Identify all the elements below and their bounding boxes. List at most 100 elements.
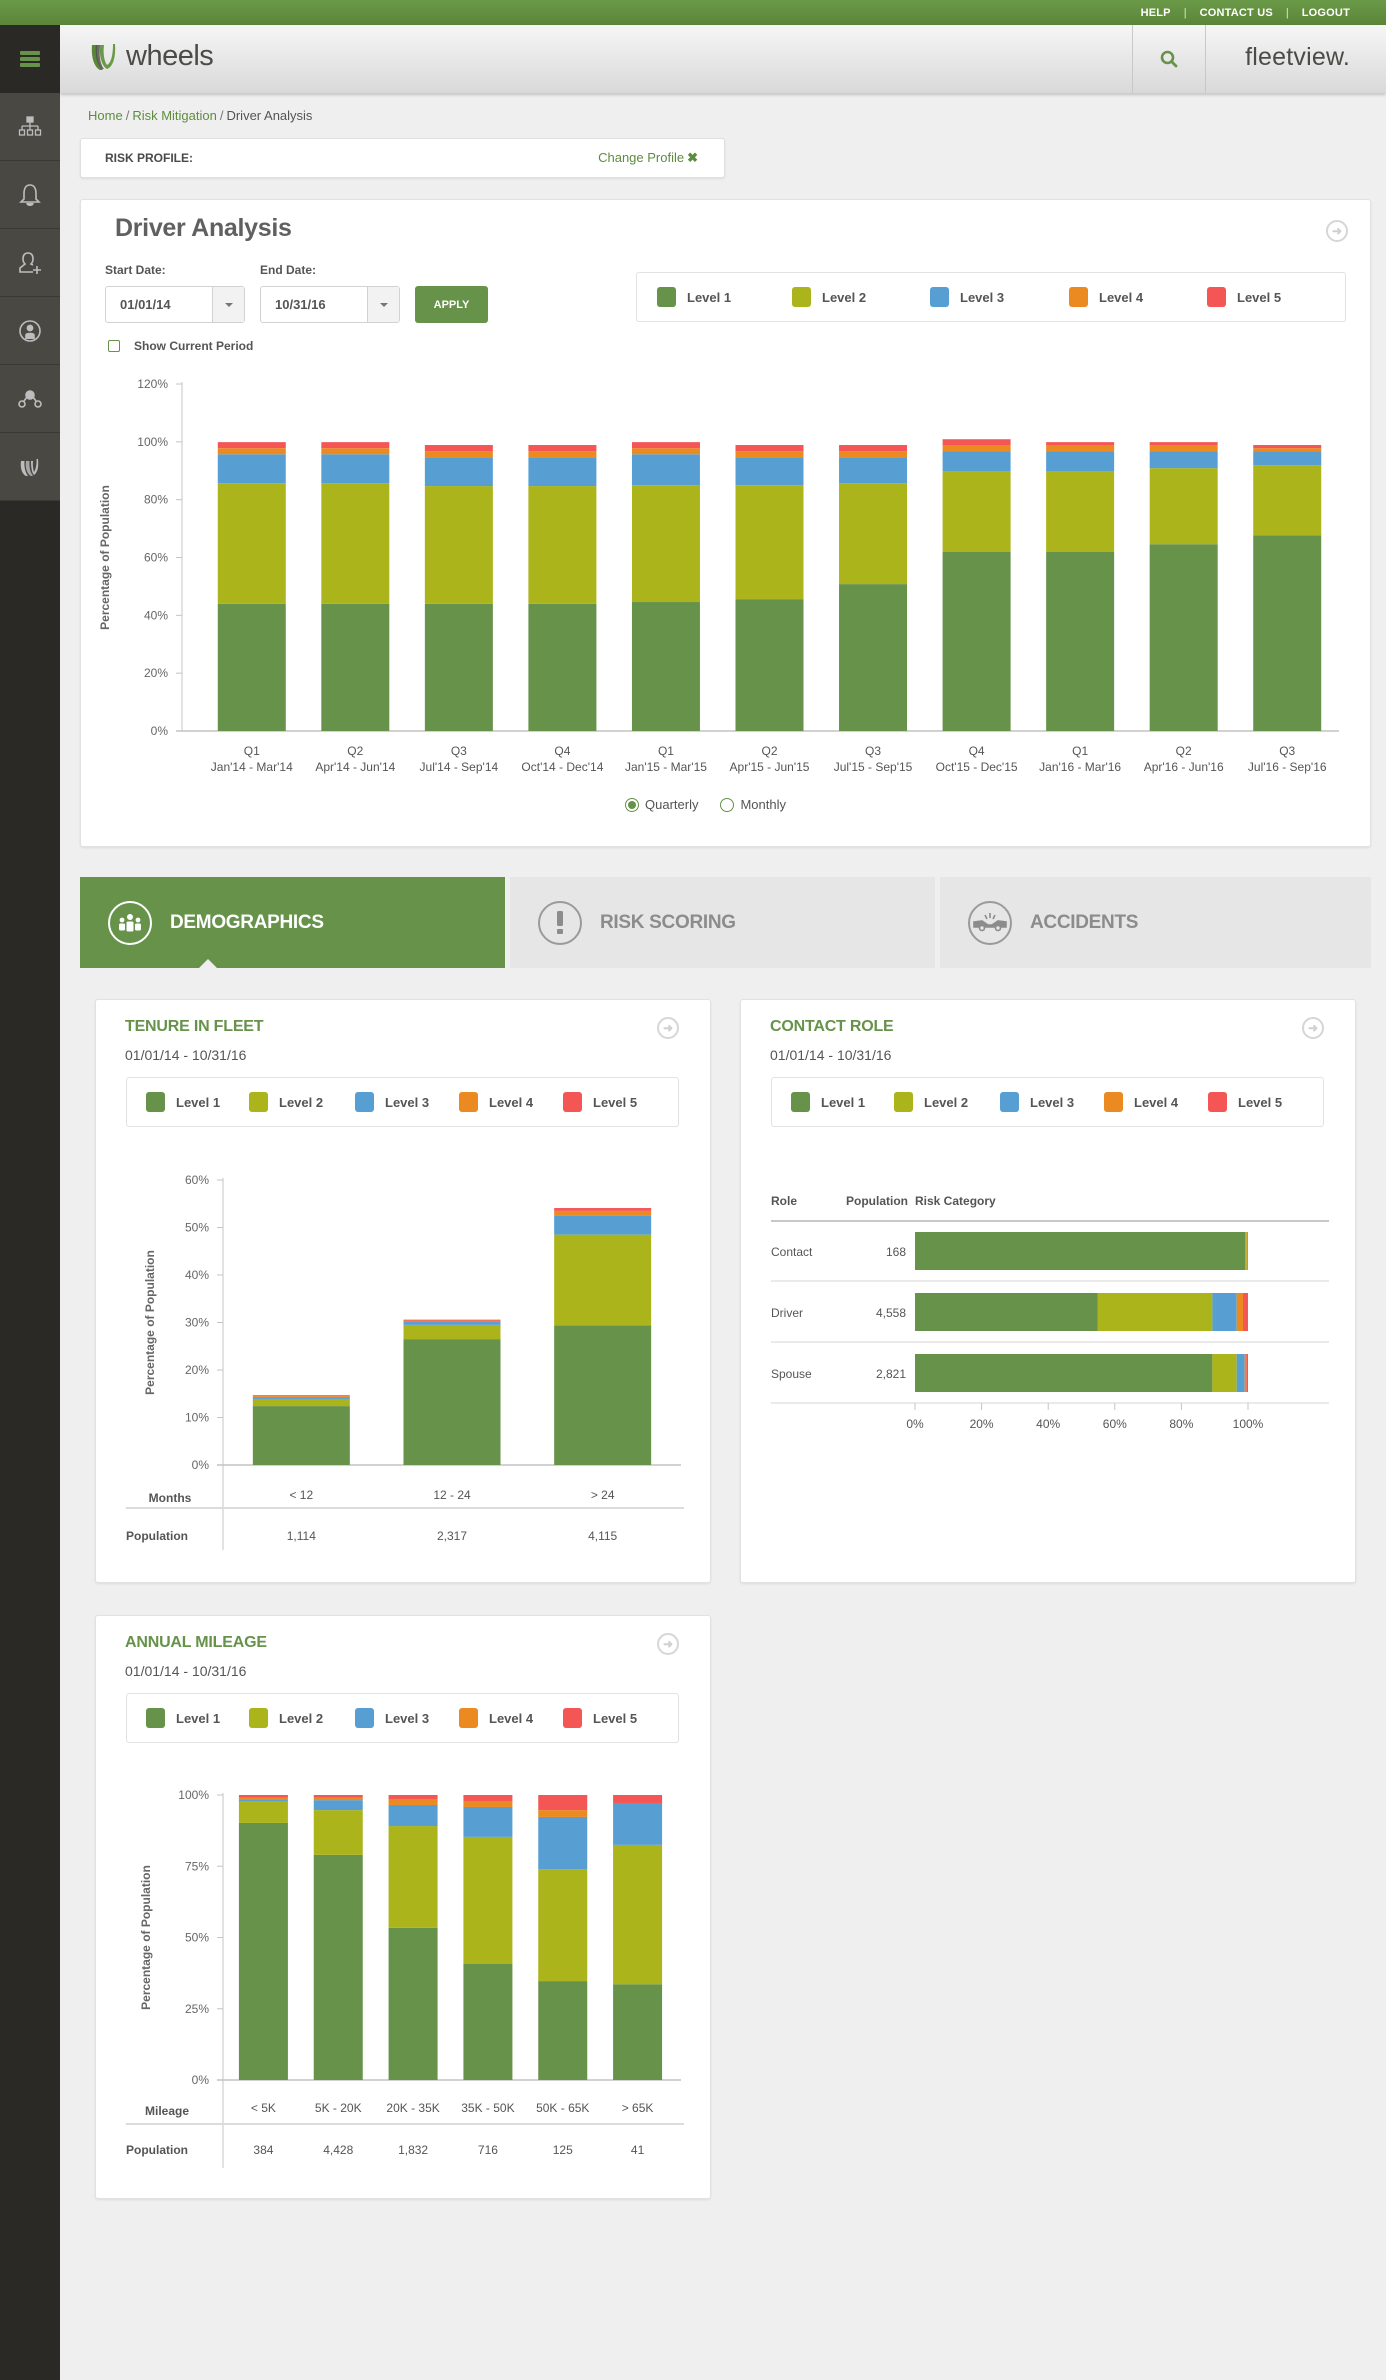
logout-link[interactable]: LOGOUT — [1301, 6, 1350, 19]
start-date-field[interactable]: 01/01/14 — [105, 286, 245, 323]
bar-segment-level-4 — [1236, 1293, 1244, 1331]
breadcrumb-home[interactable]: Home — [88, 108, 123, 123]
bar-segment-level-3 — [1046, 451, 1115, 472]
legend-swatch — [355, 1708, 374, 1728]
bar-segment-level-5 — [238, 1795, 288, 1798]
legend-item-level3: Level 3 — [1000, 1092, 1104, 1112]
monthly-label: Monthly — [740, 797, 786, 812]
bar-segment-level-2 — [217, 483, 286, 604]
legend-item-level3: Level 3 — [355, 1092, 459, 1112]
legend-label: Level 1 — [821, 1094, 866, 1110]
sidebar-item-alerts[interactable] — [0, 161, 60, 229]
bar-segment-level-4 — [735, 451, 804, 458]
legend-swatch — [249, 1708, 268, 1728]
bar-segment-level-3 — [217, 454, 286, 484]
end-date-dropdown[interactable] — [367, 287, 399, 322]
end-date-field[interactable]: 10/31/16 — [260, 286, 400, 323]
tab-accidents[interactable]: ACCIDENTS — [940, 877, 1371, 968]
driver-icon — [19, 319, 41, 342]
expand-arrow-icon[interactable]: ➜ — [1302, 1017, 1324, 1039]
x-tick-label: Q3 — [451, 744, 467, 758]
quarterly-radio[interactable] — [625, 797, 639, 812]
tab-demographics[interactable]: DEMOGRAPHICS — [80, 877, 505, 969]
x-tick-label: Q2 — [1176, 744, 1192, 758]
legend-swatch — [657, 287, 676, 307]
population-value: 4,115 — [588, 1529, 617, 1543]
legend-item-level5: Level 5 — [1207, 287, 1281, 307]
legend-item-level5: Level 5 — [1208, 1092, 1282, 1112]
sidebar-item-organization[interactable] — [0, 93, 60, 161]
apply-button[interactable]: APPLY — [415, 286, 488, 323]
bar-segment-level-1 — [915, 1354, 1213, 1392]
breadcrumb-risk-mitigation[interactable]: Risk Mitigation — [132, 108, 217, 123]
legend-item-level2: Level 2 — [249, 1092, 355, 1112]
sidebar-menu-toggle[interactable] — [0, 25, 60, 93]
bar-segment-level-1 — [942, 552, 1011, 731]
expand-arrow-icon[interactable]: ➜ — [657, 1017, 679, 1039]
bar-segment-level-2 — [463, 1836, 513, 1965]
help-link[interactable]: HELP — [1140, 6, 1171, 19]
bar-segment-level-3 — [403, 1322, 501, 1325]
bar-segment-level-1 — [1046, 552, 1115, 731]
monthly-radio[interactable] — [720, 797, 735, 812]
change-profile-label: Change Profile — [598, 150, 685, 165]
sidebar-item-drivers[interactable] — [0, 297, 60, 365]
x-tick-label: Q1 — [244, 744, 260, 758]
population-value: 41 — [631, 2143, 645, 2157]
y-tick-label: 25% — [185, 2002, 209, 2016]
bar-segment-level-4 — [1253, 448, 1322, 452]
expand-arrow-icon[interactable]: ➜ — [657, 1633, 679, 1655]
bar-segment-level-1 — [238, 1822, 288, 2080]
x-tick-label: Q4 — [554, 744, 570, 758]
population-value: 384 — [253, 2143, 273, 2157]
change-profile-link[interactable]: Change Profile ✖ — [598, 150, 698, 166]
app-header: wheels fleetview. — [60, 25, 1386, 93]
show-current-period-checkbox[interactable] — [108, 340, 120, 352]
wheels-logo[interactable]: wheels — [88, 39, 214, 73]
x-tick-sublabel: Oct'15 - Dec'15 — [936, 760, 1018, 774]
y-tick-label: 0% — [192, 1458, 210, 1472]
legend-swatch — [1000, 1092, 1019, 1112]
category-row-label: Months — [149, 1491, 192, 1505]
org-chart-icon — [18, 115, 42, 136]
legend-label: Level 2 — [279, 1094, 324, 1110]
population-value: 1,114 — [287, 1529, 316, 1543]
legend-label: Level 3 — [1030, 1094, 1075, 1110]
y-tick-label: 100% — [137, 435, 168, 449]
bar-segment-level-1 — [613, 1984, 663, 2080]
bar-segment-level-5 — [403, 1319, 501, 1321]
x-tick-label: > 65K — [622, 2101, 654, 2115]
tab-risk-scoring[interactable]: RISK SCORING — [510, 877, 935, 968]
bar-segment-level-3 — [942, 451, 1011, 472]
bar-segment-level-4 — [528, 451, 597, 458]
search-button[interactable] — [1132, 25, 1206, 93]
sidebar-item-add-user[interactable] — [0, 229, 60, 297]
sidebar-item-wheels[interactable] — [0, 433, 60, 501]
add-user-icon — [19, 251, 41, 274]
x-tick-label: > 24 — [591, 1488, 615, 1502]
start-date-value: 01/01/14 — [120, 297, 171, 312]
car-crash-icon — [968, 900, 1012, 945]
role-population: 2,821 — [876, 1367, 906, 1381]
bar-segment-level-1 — [735, 599, 804, 731]
y-tick-label: 60% — [185, 1173, 209, 1187]
sidebar-item-network[interactable] — [0, 365, 60, 433]
legend-label: Level 4 — [489, 1710, 534, 1726]
start-date-dropdown[interactable] — [212, 287, 244, 322]
bar-segment-level-3 — [1212, 1293, 1237, 1331]
bar-segment-level-4 — [631, 448, 700, 455]
population-value: 1,832 — [398, 2143, 428, 2157]
contact-role-date-range: 01/01/14 - 10/31/16 — [770, 1047, 892, 1063]
bar-segment-level-5 — [1046, 442, 1115, 446]
expand-arrow-icon[interactable]: ➜ — [1326, 220, 1348, 242]
group-icon — [108, 900, 152, 945]
legend-swatch — [930, 287, 949, 307]
bar-segment-level-4 — [238, 1797, 288, 1800]
y-tick-label: 120% — [137, 377, 168, 391]
role-population: 4,558 — [876, 1306, 906, 1320]
bar-segment-level-1 — [313, 1854, 363, 2080]
contact-us-link[interactable]: CONTACT US — [1199, 6, 1273, 19]
bar-segment-level-2 — [1046, 471, 1115, 553]
network-icon — [18, 389, 42, 408]
x-tick-sublabel: Apr'16 - Jun'16 — [1144, 760, 1224, 774]
